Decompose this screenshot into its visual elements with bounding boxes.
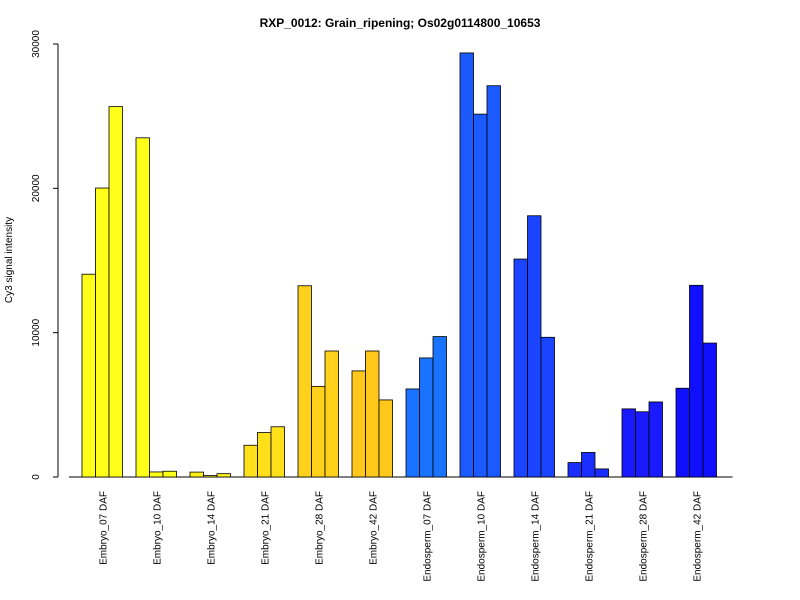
bar	[621, 408, 636, 478]
x-tick-label: Embryo_42 DAF	[368, 491, 379, 565]
x-tick-label: Embryo_14 DAF	[206, 491, 217, 565]
bar-group	[189, 471, 231, 478]
bar-group	[513, 215, 555, 478]
bar-group	[621, 401, 663, 478]
bar-group	[675, 284, 717, 478]
bar	[689, 284, 704, 478]
y-axis: 0 10000 20000 30000	[31, 30, 59, 480]
bar	[459, 52, 474, 478]
bar	[311, 385, 326, 478]
y-tick-label: 0	[31, 474, 42, 480]
y-tick-label: 20000	[31, 174, 42, 202]
bar	[351, 370, 366, 478]
y-axis-label: Cy3 signal intensity	[4, 217, 15, 303]
bar	[95, 187, 110, 478]
x-tick-label: Embryo_07 DAF	[98, 491, 109, 565]
bar-group	[459, 52, 501, 478]
bar	[581, 452, 596, 478]
bar	[108, 106, 123, 478]
bar	[473, 113, 488, 478]
bar	[189, 471, 204, 478]
x-tick-label: Endosperm_10 DAF	[476, 491, 487, 582]
x-tick-label: Endosperm_14 DAF	[530, 491, 541, 582]
bar-group	[243, 426, 285, 478]
bar	[270, 426, 285, 478]
y-tick-label: 30000	[31, 30, 42, 58]
y-tick-label: 10000	[31, 318, 42, 346]
bar	[432, 336, 447, 478]
bar	[203, 475, 218, 478]
bar	[540, 336, 555, 478]
x-tick-label: Endosperm_21 DAF	[584, 491, 595, 582]
bar	[81, 273, 96, 478]
bar	[702, 342, 717, 478]
bar-group	[297, 285, 339, 478]
bar	[594, 468, 609, 478]
x-tick-label: Endosperm_28 DAF	[638, 491, 649, 582]
bar-group	[351, 350, 393, 478]
bars	[81, 52, 717, 478]
bar	[419, 357, 434, 478]
bar	[486, 85, 501, 478]
x-tick-label: Endosperm_42 DAF	[692, 491, 703, 582]
x-tick-label: Embryo_21 DAF	[260, 491, 271, 565]
bar-group	[81, 106, 123, 478]
bar	[216, 473, 231, 478]
bar	[405, 388, 420, 478]
bar	[378, 399, 393, 478]
bar	[513, 258, 528, 478]
bar	[324, 350, 339, 478]
bar	[648, 401, 663, 478]
chart-title: RXP_0012: Grain_ripening; Os02g0114800_1…	[260, 16, 541, 30]
x-tick-label: Embryo_28 DAF	[314, 491, 325, 565]
bar-group	[405, 336, 447, 478]
bar-group	[567, 452, 609, 478]
bar	[257, 432, 272, 478]
bar	[135, 137, 150, 478]
bar	[365, 350, 380, 478]
bar-group	[135, 137, 177, 478]
x-axis: Embryo_07 DAF Embryo_10 DAF Embryo_14 DAF E…	[69, 476, 733, 582]
x-tick-label: Embryo_10 DAF	[152, 491, 163, 565]
bar	[149, 471, 164, 478]
bar	[162, 470, 177, 478]
bar	[567, 462, 582, 478]
x-tick-label: Endosperm_07 DAF	[422, 491, 433, 582]
bar	[635, 411, 650, 478]
bar	[297, 285, 312, 478]
bar	[675, 387, 690, 478]
bar	[527, 215, 542, 478]
bar	[243, 444, 258, 478]
